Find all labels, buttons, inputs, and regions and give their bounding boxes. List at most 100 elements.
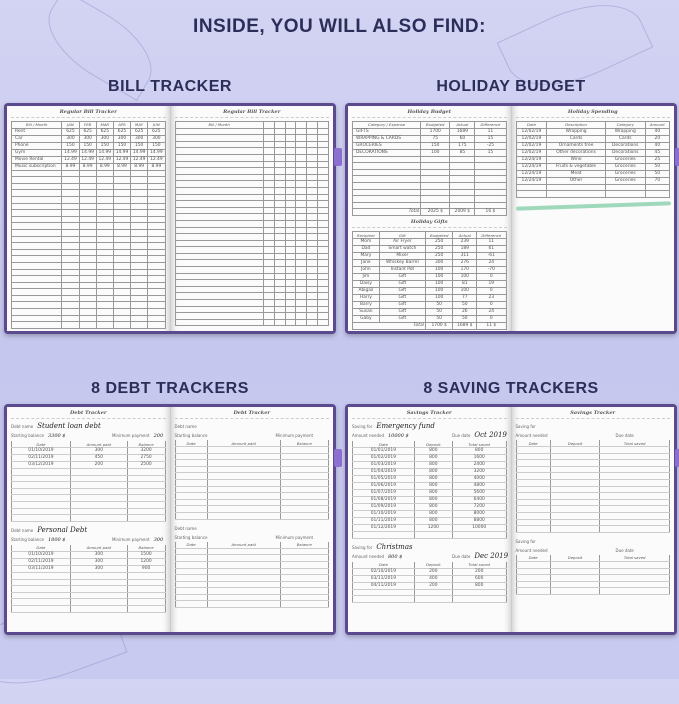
table-cell: [130, 209, 149, 217]
table-cell: [279, 568, 330, 576]
table-cell: [174, 312, 264, 320]
table-cell: [317, 153, 329, 162]
table-cell: [279, 505, 330, 514]
table-cell: [549, 525, 601, 533]
bill-table-blank: Bill / Month: [174, 121, 330, 327]
table-cell: [78, 202, 97, 211]
empty-row: [10, 182, 166, 191]
table-cell: [295, 200, 308, 208]
table-cell: [317, 147, 329, 155]
table-cell: [206, 499, 281, 507]
table-cell: Deposit: [413, 561, 453, 569]
table-cell: [78, 182, 97, 191]
table-cell: [112, 176, 132, 184]
table-cell: [174, 459, 208, 467]
table-cell: [284, 279, 297, 287]
table-cell: [11, 501, 71, 509]
table-cell: [174, 153, 264, 162]
table-cell: [306, 285, 319, 294]
table-cell: [549, 587, 601, 595]
table-cell: [420, 162, 451, 170]
table-cell: 300: [130, 134, 149, 143]
table-cell: 50: [424, 307, 454, 316]
table-cell: [317, 160, 329, 169]
table-cell: [95, 228, 114, 237]
table-cell: [147, 176, 166, 184]
table-cell: Gift: [378, 272, 426, 281]
table-cell: 01/02/2019: [352, 454, 415, 463]
table-cell: Bill / Month: [10, 121, 63, 129]
empty-row: [174, 160, 329, 169]
table-cell: 77: [452, 293, 478, 302]
table-cell: 3200: [126, 447, 166, 456]
table-cell: [262, 134, 275, 142]
table-cell: [174, 486, 208, 494]
table-cell: 239: [452, 237, 478, 246]
table-cell: [474, 162, 507, 170]
table-cell: [10, 195, 63, 204]
table-cell: [515, 486, 551, 494]
table-cell: [262, 292, 275, 301]
table-cell: [78, 169, 97, 178]
table-cell: [515, 466, 551, 474]
table-row: Phone 150 150 150 150 150 150: [10, 141, 166, 150]
table-cell: [295, 121, 308, 129]
table-cell: [295, 219, 308, 228]
empty-row: [515, 446, 670, 454]
table-cell: [549, 581, 601, 589]
table-cell: [11, 598, 71, 606]
table-cell: Abigail: [352, 286, 380, 295]
holiday-budget-table: Category / Expense Budgeted Actual Differen…: [351, 121, 507, 217]
table-row: 12/02/19 Ornaments tree Decorations 40: [515, 141, 671, 150]
table-cell: [11, 508, 71, 516]
table-cell: [449, 195, 476, 203]
table-cell: [130, 268, 149, 277]
table-cell: [10, 255, 63, 263]
table-cell: [206, 600, 281, 609]
empty-row: [174, 259, 329, 268]
table-cell: 61: [476, 244, 507, 253]
table-cell: [295, 318, 308, 327]
table-cell: [10, 189, 63, 197]
table-cell: 8.99: [95, 162, 114, 171]
table-row: 01/12/2019 1200 10000: [352, 524, 507, 533]
table-cell: [306, 153, 319, 162]
table-cell: 25: [644, 155, 671, 164]
table-cell: [273, 167, 286, 175]
table-cell: [306, 252, 319, 261]
table-cell: [78, 321, 97, 329]
table-cell: [61, 248, 80, 257]
table-cell: [112, 189, 132, 197]
table-cell: Total saved: [451, 441, 507, 449]
empty-row: [174, 147, 329, 155]
table-cell: [61, 275, 80, 283]
table-cell: [474, 175, 507, 183]
table-cell: [420, 155, 451, 164]
table-cell: 200: [413, 582, 453, 590]
table-cell: [317, 134, 329, 142]
table-cell: [147, 228, 166, 237]
empty-row: [515, 561, 670, 569]
table-cell: [262, 312, 275, 320]
table-cell: 24: [476, 307, 507, 316]
debt-name-row: Debt name Student loan debt: [11, 422, 166, 431]
table-cell: 12.49: [147, 155, 166, 164]
table-cell: [306, 219, 319, 228]
bookmark-band: [334, 449, 342, 467]
table-cell: Total: [352, 321, 426, 330]
table-cell: [549, 512, 601, 520]
table-cell: 75: [420, 134, 451, 143]
section-title-holiday: HOLIDAY BUDGET: [436, 78, 586, 95]
table-cell: 01/06/2019: [352, 482, 415, 491]
table-cell: [206, 581, 281, 589]
table-cell: [284, 292, 297, 301]
table-cell: Bill / Month: [174, 121, 264, 129]
empty-row: [174, 292, 329, 301]
table-cell: 1689: [449, 127, 476, 136]
table-cell: [206, 459, 281, 467]
table-cell: 0: [476, 286, 507, 295]
table-cell: 45: [644, 148, 671, 157]
table-cell: 300: [69, 447, 128, 456]
table-cell: 8000: [451, 510, 507, 519]
table-cell: [420, 175, 451, 183]
